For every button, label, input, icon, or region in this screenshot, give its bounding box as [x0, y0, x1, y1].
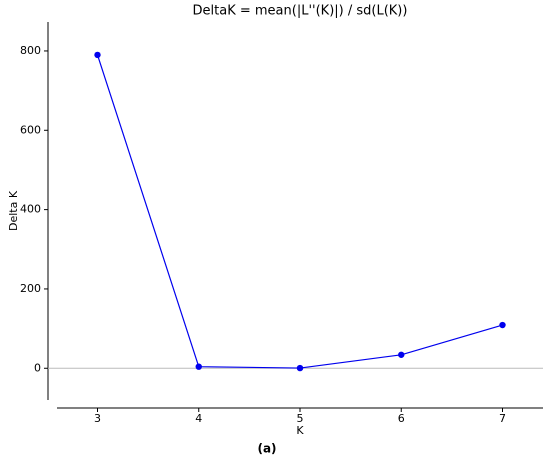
y-tick-label: 400 — [20, 203, 41, 216]
x-tick-label: 4 — [195, 412, 202, 425]
point — [195, 363, 202, 370]
point — [398, 351, 405, 358]
point — [94, 51, 101, 59]
y-tick-label: 200 — [20, 282, 41, 295]
caption: (a) — [257, 442, 276, 456]
line — [96, 54, 503, 369]
x-tick-label: 6 — [398, 412, 405, 425]
y-tick-label: 600 — [20, 123, 41, 136]
point — [499, 321, 506, 329]
y-tick-label: 0 — [34, 361, 41, 374]
x-tick-label: 3 — [94, 412, 101, 425]
y-axis-label: Delta K — [7, 190, 20, 231]
x-axis-label: K — [296, 424, 304, 437]
x-tick-label: 7 — [499, 412, 506, 425]
y-tick-label: 800 — [20, 44, 41, 57]
x-tick-label: 5 — [297, 412, 304, 425]
chart-title: DeltaK = mean(|L''(K)|) / sd(L(K)) — [193, 4, 408, 19]
point — [296, 364, 304, 372]
